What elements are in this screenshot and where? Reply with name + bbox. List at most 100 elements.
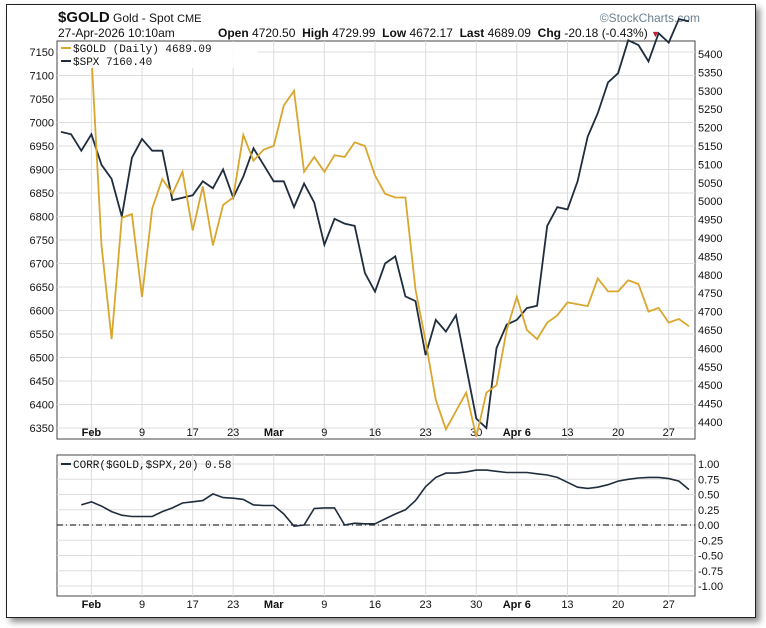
corr-x-tick-label: Mar: [264, 599, 284, 611]
main-x-tick-label: 17: [187, 427, 199, 439]
legend-background: [58, 42, 258, 68]
chg-label: Chg: [537, 26, 561, 40]
low-value: 4672.17: [409, 26, 453, 40]
exchange-label: CME: [177, 13, 202, 25]
corr-y-tick-label: -0.50: [698, 551, 723, 563]
right-y-tick-label: 5050: [698, 178, 722, 190]
left-y-tick-label: 6900: [30, 165, 54, 177]
right-y-tick-label: 4950: [698, 215, 722, 227]
corr-x-tick-label: 9: [139, 599, 145, 611]
left-y-tick-label: 6750: [30, 235, 54, 247]
datetime-label: 27-Apr-2026 10:10am: [58, 26, 175, 40]
chart-header-quotes: 27-Apr-2026 10:10am Open 4720.50 High 47…: [58, 26, 748, 40]
right-y-tick-label: 5200: [698, 123, 722, 135]
chg-value: -20.18 (-0.43%): [564, 26, 648, 40]
right-y-tick-label: 5000: [698, 196, 722, 208]
main-gridlines: [57, 41, 695, 439]
main-x-tick-label: 23: [420, 427, 432, 439]
corr-x-tick-label: 20: [612, 599, 624, 611]
right-y-tick-label: 4600: [698, 343, 722, 355]
right-axis-ticks: 4400 4450 4500 4550 4600 4650 4700 4750 4800 4850…: [698, 49, 722, 429]
corr-legend: CORR($GOLD,$SPX,20) 0.58: [61, 460, 231, 472]
corr-axis-ticks: 1.00 0.75 0.50 0.25 0.00 -0.25 -0.50 -0.75 -1.00: [698, 459, 723, 593]
brand-text: ©StockCharts.com: [599, 11, 700, 25]
last-value: 4689.09: [487, 26, 531, 40]
corr-x-tick-label: 23: [420, 599, 432, 611]
spx-series-line: [60, 18, 690, 430]
main-x-tick-label: 16: [369, 427, 381, 439]
corr-x-tick-label: 16: [369, 599, 381, 611]
left-y-tick-label: 6450: [30, 376, 54, 388]
main-x-tick-label: Apr 6: [503, 427, 531, 439]
low-label: Low: [382, 26, 407, 40]
left-y-tick-label: 7100: [30, 71, 54, 83]
left-y-tick-label: 6500: [30, 353, 54, 365]
left-y-tick-label: 7000: [30, 118, 54, 130]
last-label: Last: [459, 26, 485, 40]
main-x-tick-label: 27: [663, 427, 675, 439]
high-value: 4729.99: [332, 26, 376, 40]
right-y-tick-label: 4450: [698, 399, 722, 411]
right-y-tick-label: 4700: [698, 307, 722, 319]
corr-y-tick-label: -1.00: [698, 581, 723, 593]
brand-label: ©StockCharts.com: [600, 11, 700, 25]
corr-y-tick-label: 1.00: [698, 459, 719, 471]
left-y-tick-label: 6700: [30, 259, 54, 271]
right-y-tick-label: 4550: [698, 362, 722, 374]
chart-header-symbol: $GOLD Gold - Spot CME: [58, 9, 202, 26]
right-y-tick-label: 4900: [698, 233, 722, 245]
right-y-tick-label: 4800: [698, 270, 722, 282]
left-axis-ticks: 6350 6400 6450 6500 6550 6600 6650 6700 6750 6800…: [30, 47, 54, 435]
left-y-tick-label: 7150: [30, 47, 54, 59]
main-x-tick-label: Feb: [82, 427, 102, 439]
corr-y-tick-label: 0.75: [698, 474, 719, 486]
legend-corr-label: CORR($GOLD,$SPX,20) 0.58: [73, 460, 231, 472]
open-label: Open: [218, 26, 249, 40]
corr-x-tick-label: 23: [227, 599, 239, 611]
open-value: 4720.50: [252, 26, 296, 40]
corr-y-tick-label: -0.75: [698, 566, 723, 578]
main-x-tick-label: Mar: [264, 427, 284, 439]
left-y-tick-label: 6600: [30, 306, 54, 318]
corr-y-tick-label: 0.25: [698, 505, 719, 517]
main-x-tick-label: 23: [227, 427, 239, 439]
right-y-tick-label: 5250: [698, 104, 722, 116]
legend-spx-label: $SPX 7160.40: [73, 57, 152, 69]
main-x-tick-label: 9: [321, 427, 327, 439]
right-y-tick-label: 4500: [698, 380, 722, 392]
right-y-tick-label: 4850: [698, 251, 722, 263]
right-y-tick-label: 5150: [698, 141, 722, 153]
right-y-tick-label: 5300: [698, 86, 722, 98]
left-y-tick-label: 6950: [30, 141, 54, 153]
main-x-tick-label: 9: [139, 427, 145, 439]
left-y-tick-label: 7050: [30, 94, 54, 106]
main-x-axis-ticks: Feb 9 17 23 Mar 9 16 23 30 Apr 6 13 20 27: [82, 427, 675, 439]
corr-x-tick-label: Apr 6: [503, 599, 531, 611]
symbol-label: $GOLD: [58, 9, 110, 26]
main-x-tick-label: 13: [561, 427, 573, 439]
gold-series-line: [90, 53, 690, 437]
main-legend: $GOLD (Daily) 4689.09 $SPX 7160.40: [58, 42, 258, 69]
corr-x-tick-label: 27: [663, 599, 675, 611]
corr-x-axis-ticks: Feb 9 17 23 Mar 9 16 23 30 Apr 6 13 20 27: [82, 599, 675, 611]
left-y-tick-label: 6350: [30, 423, 54, 435]
corr-x-tick-label: 9: [321, 599, 327, 611]
high-label: High: [302, 26, 329, 40]
instrument-name: Gold - Spot: [113, 11, 174, 25]
corr-x-tick-label: 17: [187, 599, 199, 611]
corr-series-line: [81, 469, 690, 528]
legend-gold-label: $GOLD (Daily) 4689.09: [73, 44, 212, 56]
left-y-tick-label: 6800: [30, 212, 54, 224]
corr-x-tick-label: 13: [561, 599, 573, 611]
right-y-tick-label: 4650: [698, 325, 722, 337]
right-y-tick-label: 5350: [698, 67, 722, 79]
right-y-tick-label: 5400: [698, 49, 722, 61]
corr-x-tick-label: 30: [470, 599, 482, 611]
left-y-tick-label: 6650: [30, 282, 54, 294]
left-y-tick-label: 6550: [30, 329, 54, 341]
corr-gridlines: [57, 455, 695, 596]
down-arrow-icon: ▼: [651, 29, 660, 39]
left-y-tick-label: 6400: [30, 400, 54, 412]
corr-y-tick-label: -0.25: [698, 535, 723, 547]
